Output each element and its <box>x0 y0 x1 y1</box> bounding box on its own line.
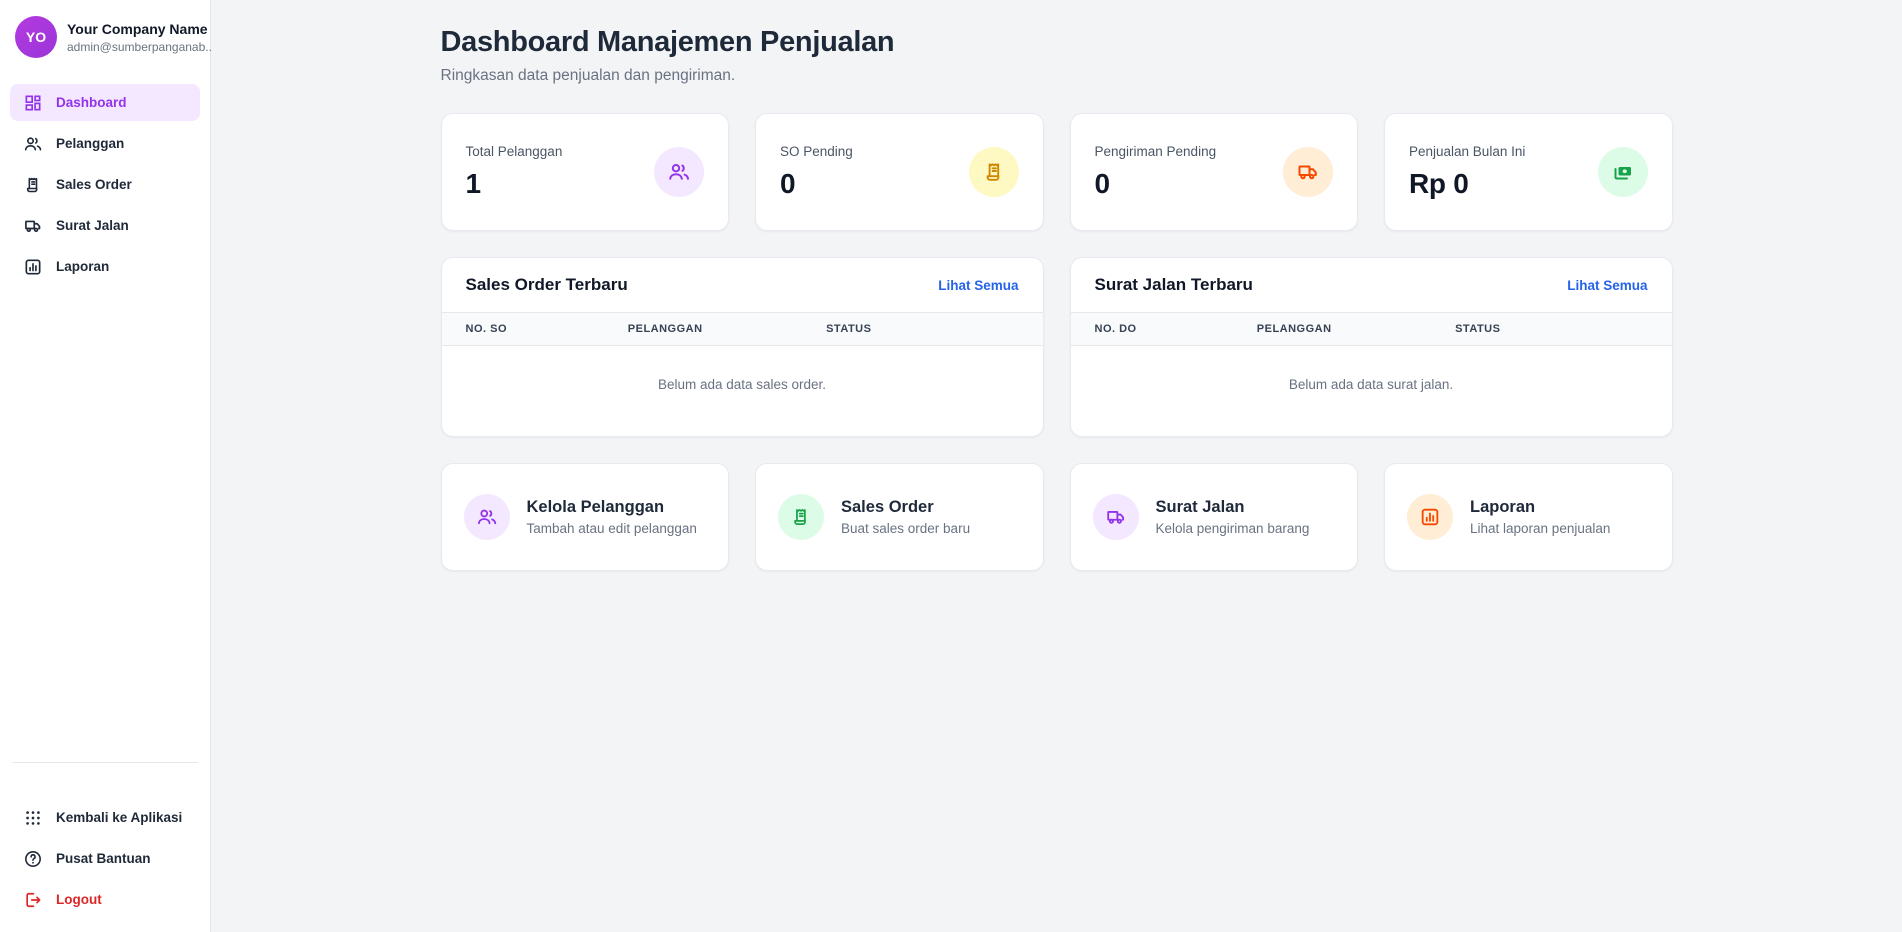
profile-block: YO Your Company Name admin@sumberpangana… <box>10 12 216 62</box>
main-area: Dashboard Manajemen Penjualan Ringkasan … <box>211 0 1902 932</box>
sidebar-item-pelanggan[interactable]: Pelanggan <box>10 125 200 162</box>
action-subtitle: Lihat laporan penjualan <box>1470 521 1611 536</box>
receipt-icon <box>968 147 1019 197</box>
bar-chart-icon <box>23 257 43 277</box>
stat-value: Rp 0 <box>1409 168 1469 199</box>
truck-icon <box>1283 147 1333 197</box>
logout-button[interactable]: Logout <box>10 881 200 918</box>
sidebar-item-label: Kembali ke Aplikasi <box>56 810 183 825</box>
stat-value: 0 <box>780 168 796 199</box>
receipt-icon <box>23 175 43 195</box>
people-icon <box>23 134 43 154</box>
help-icon <box>23 849 43 869</box>
receipt-icon <box>778 494 824 540</box>
truck-icon <box>1092 494 1139 540</box>
stat-card-pengiriman-pending: Pengiriman Pending 0 <box>1069 113 1358 231</box>
stat-label: SO Pending <box>780 144 853 159</box>
dashboard-icon <box>23 93 43 113</box>
sales-order-table: No. SO Pelanggan Status Belum ada data s… <box>441 312 1043 436</box>
action-title: Sales Order <box>841 498 934 516</box>
empty-state-text: Belum ada data surat jalan. <box>1288 377 1454 392</box>
column-header: Pelanggan <box>627 323 703 335</box>
column-header: No. DO <box>1094 323 1137 335</box>
action-title: Kelola Pelanggan <box>526 498 665 516</box>
profile-email: admin@sumberpanganab... <box>67 39 216 54</box>
page-title: Dashboard Manajemen Penjualan <box>440 26 895 58</box>
quick-actions-row: Kelola Pelanggan Tambah atau edit pelang… <box>440 463 1673 571</box>
page-subtitle: Ringkasan data penjualan dan pengiriman. <box>440 67 736 84</box>
action-subtitle: Kelola pengiriman barang <box>1155 521 1310 536</box>
table-title: Surat Jalan Terbaru <box>1094 275 1253 294</box>
sidebar-item-laporan[interactable]: Laporan <box>10 248 200 285</box>
empty-state-text: Belum ada data sales order. <box>657 377 827 392</box>
truck-icon <box>23 216 43 236</box>
sidebar-nav: Dashboard Pelanggan Sales Order Surat Ja… <box>10 84 200 285</box>
bar-chart-icon <box>1407 494 1453 540</box>
stat-value: 1 <box>465 168 482 199</box>
sidebar-item-sales-order[interactable]: Sales Order <box>10 166 200 203</box>
stat-card-so-pending: SO Pending 0 <box>755 113 1044 231</box>
column-header: Status <box>826 323 872 335</box>
sales-order-terbaru-card: Sales Order Terbaru Lihat Semua No. SO P… <box>440 257 1044 437</box>
surat-jalan-table: No. DO Pelanggan Status Belum ada data s… <box>1070 312 1672 436</box>
action-title: Surat Jalan <box>1155 498 1245 516</box>
action-card-laporan[interactable]: Laporan Lihat laporan penjualan <box>1384 463 1673 571</box>
sidebar-item-kembali-ke-aplikasi[interactable]: Kembali ke Aplikasi <box>10 799 200 836</box>
company-name: Your Company Name <box>67 20 208 37</box>
sidebar-footer-nav: Kembali ke Aplikasi Pusat Bantuan Logout <box>10 799 200 918</box>
stat-label: Total Pelanggan <box>465 144 563 159</box>
sidebar-item-label: Sales Order <box>56 177 132 192</box>
action-card-surat-jalan[interactable]: Surat Jalan Kelola pengiriman barang <box>1069 463 1358 571</box>
tables-row: Sales Order Terbaru Lihat Semua No. SO P… <box>440 257 1673 437</box>
stat-card-penjualan-bulan-ini: Penjualan Bulan Ini Rp 0 <box>1384 113 1673 231</box>
action-subtitle: Tambah atau edit pelanggan <box>526 521 697 536</box>
logout-label: Logout <box>56 892 102 907</box>
sidebar-item-pusat-bantuan[interactable]: Pusat Bantuan <box>10 840 200 877</box>
action-title: Laporan <box>1470 498 1536 516</box>
sidebar-item-label: Pusat Bantuan <box>56 851 151 866</box>
people-icon <box>654 147 704 197</box>
stat-label: Pengiriman Pending <box>1094 144 1217 159</box>
apps-grid-icon <box>23 808 43 828</box>
money-icon <box>1597 147 1648 197</box>
stat-card-total-pelanggan: Total Pelanggan 1 <box>440 113 729 231</box>
content-container: Dashboard Manajemen Penjualan Ringkasan … <box>417 0 1697 597</box>
action-subtitle: Buat sales order baru <box>841 521 971 536</box>
stat-value: 0 <box>1094 168 1111 199</box>
logout-icon <box>23 890 43 910</box>
people-icon <box>463 494 510 540</box>
table-title: Sales Order Terbaru <box>465 275 628 294</box>
sidebar-item-label: Dashboard <box>56 95 127 110</box>
column-header: Pelanggan <box>1256 323 1332 335</box>
action-card-sales-order[interactable]: Sales Order Buat sales order baru <box>755 463 1044 571</box>
sidebar-item-surat-jalan[interactable]: Surat Jalan <box>10 207 200 244</box>
sidebar-spacer <box>10 285 200 748</box>
sidebar-divider <box>12 762 198 763</box>
sidebar-item-dashboard[interactable]: Dashboard <box>10 84 200 121</box>
sidebar-item-label: Laporan <box>56 259 110 274</box>
action-card-kelola-pelanggan[interactable]: Kelola Pelanggan Tambah atau edit pelang… <box>440 463 729 571</box>
lihat-semua-link-sales-order[interactable]: Lihat Semua <box>938 277 1019 293</box>
column-header: No. SO <box>465 323 508 335</box>
lihat-semua-link-surat-jalan[interactable]: Lihat Semua <box>1567 277 1648 293</box>
profile-meta: Your Company Name admin@sumberpanganab..… <box>67 20 216 54</box>
sidebar-item-label: Surat Jalan <box>56 218 129 233</box>
surat-jalan-terbaru-card: Surat Jalan Terbaru Lihat Semua No. DO P… <box>1069 257 1673 437</box>
stat-label: Penjualan Bulan Ini <box>1409 144 1526 159</box>
avatar: YO <box>15 16 57 58</box>
sidebar: YO Your Company Name admin@sumberpangana… <box>0 0 216 932</box>
sidebar-item-label: Pelanggan <box>56 136 125 151</box>
column-header: Status <box>1455 323 1501 335</box>
stats-row: Total Pelanggan 1 SO Pending 0 Pengirima… <box>440 113 1673 231</box>
